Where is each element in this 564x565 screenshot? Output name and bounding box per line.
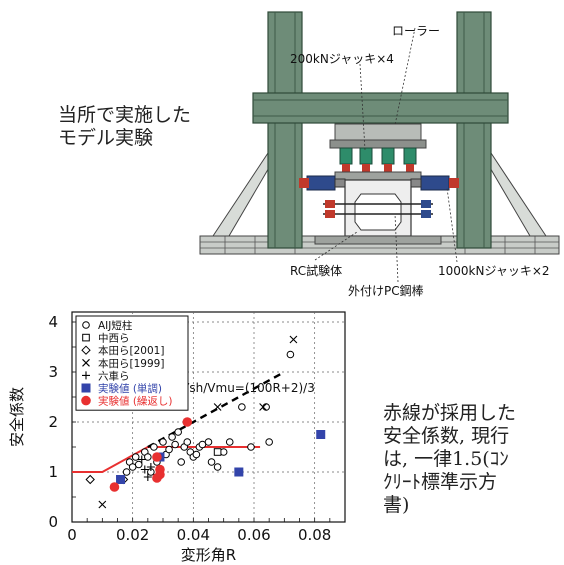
x-tick-label: 0	[67, 526, 77, 544]
note-line-2: 安全係数, 現行	[383, 425, 510, 447]
caption-line-1: 当所で実施した	[58, 104, 192, 126]
label-jack-1000kn: 1000kNジャッキ×2	[438, 264, 550, 278]
x-axis-label: 変形角R	[181, 546, 236, 564]
safety-factor-chart: 0 0.02 0.04 0.06 0.08 0 1 2 3 4 変形角R 安全係数 Vsh/Vmu=(1…	[8, 311, 346, 564]
label-jack-200kn: 200kNジャッキ×4	[290, 52, 394, 66]
data-point	[165, 445, 173, 454]
legend-label: 六車ら	[98, 369, 130, 382]
data-point	[98, 500, 107, 509]
y-tick-label: 1	[48, 463, 58, 481]
data-point	[137, 455, 146, 464]
data-point	[146, 463, 155, 471]
data-point	[168, 433, 176, 441]
legend-marker	[82, 358, 90, 367]
legend-marker	[82, 371, 90, 380]
data-point	[259, 403, 267, 411]
data-point	[152, 473, 162, 483]
y-tick-label: 2	[48, 413, 58, 431]
data-point	[109, 482, 120, 492]
caption-line-2: モデル実験	[58, 127, 154, 149]
data-point	[213, 448, 222, 456]
note-line-3: は, 一律1.5(ｺﾝ	[383, 448, 509, 470]
data-point	[225, 438, 234, 446]
legend-marker	[82, 333, 90, 342]
y-tick-label: 4	[48, 313, 58, 331]
legend-label: 中西ら	[98, 332, 130, 345]
data-point	[316, 430, 326, 439]
data-point	[150, 443, 158, 451]
data-point	[85, 474, 95, 485]
y-axis-label: 安全係数	[8, 387, 26, 447]
legend-marker	[81, 395, 91, 406]
data-point	[204, 438, 213, 446]
data-point	[143, 473, 152, 481]
legend-marker	[82, 321, 90, 329]
jack-200kn-group	[339, 147, 417, 172]
data-point	[159, 438, 167, 446]
y-tick-label: 3	[48, 363, 58, 381]
legend-label: 実験値 (単調)	[98, 382, 162, 395]
data-point	[213, 403, 222, 411]
note-line-4: ｸﾘｰﾄ標準示方	[383, 471, 498, 493]
note-line-5: 書)	[383, 494, 410, 516]
data-point	[134, 460, 143, 469]
data-point	[247, 443, 255, 451]
data-point	[192, 450, 201, 459]
x-tick-label: 0.06	[237, 526, 270, 544]
test-apparatus-drawing	[199, 11, 560, 283]
label-roller: ローラー	[392, 24, 441, 38]
data-point	[131, 453, 140, 461]
data-point	[234, 467, 244, 477]
data-point	[183, 438, 192, 446]
data-point	[144, 453, 152, 461]
data-point	[207, 458, 216, 466]
legend-label: AIJ短柱	[98, 319, 133, 332]
data-point	[182, 417, 193, 427]
x-tick-label: 0.04	[177, 526, 210, 544]
note-block: 赤線が採用した 安全係数, 現行 は, 一律1.5(ｺﾝ ｸﾘｰﾄ標準示方 書)	[383, 402, 516, 517]
data-point	[116, 475, 126, 484]
data-point	[174, 428, 182, 436]
data-point	[171, 440, 179, 449]
legend-label: 本田ら[1999]	[98, 357, 164, 370]
data-point	[177, 458, 185, 466]
legend-box	[75, 315, 189, 411]
data-point	[140, 465, 149, 474]
data-point	[265, 438, 273, 446]
data-point	[152, 452, 162, 462]
data-point	[238, 403, 246, 411]
y-tick-label: 0	[48, 513, 58, 531]
legend-label: 本田ら[2001]	[98, 344, 164, 357]
legend-marker	[81, 383, 91, 393]
apparatus-caption: 当所で実施した モデル実験	[58, 104, 191, 150]
x-tick-label: 0.08	[298, 526, 331, 544]
data-point	[122, 468, 131, 476]
label-pc-bar: 外付けPC鋼棒	[348, 284, 424, 298]
legend-label: 実験値 (繰返し)	[98, 395, 173, 408]
x-tick-label: 0.02	[116, 526, 149, 544]
data-point	[289, 335, 298, 344]
data-point	[286, 350, 295, 359]
formula-annotation: Vsh/Vmu=(100R+2)/3	[181, 381, 315, 395]
data-point	[213, 463, 222, 471]
label-rc-specimen: RC試験体	[290, 264, 343, 278]
legend-marker	[81, 345, 91, 355]
note-line-1: 赤線が採用した	[383, 402, 517, 424]
